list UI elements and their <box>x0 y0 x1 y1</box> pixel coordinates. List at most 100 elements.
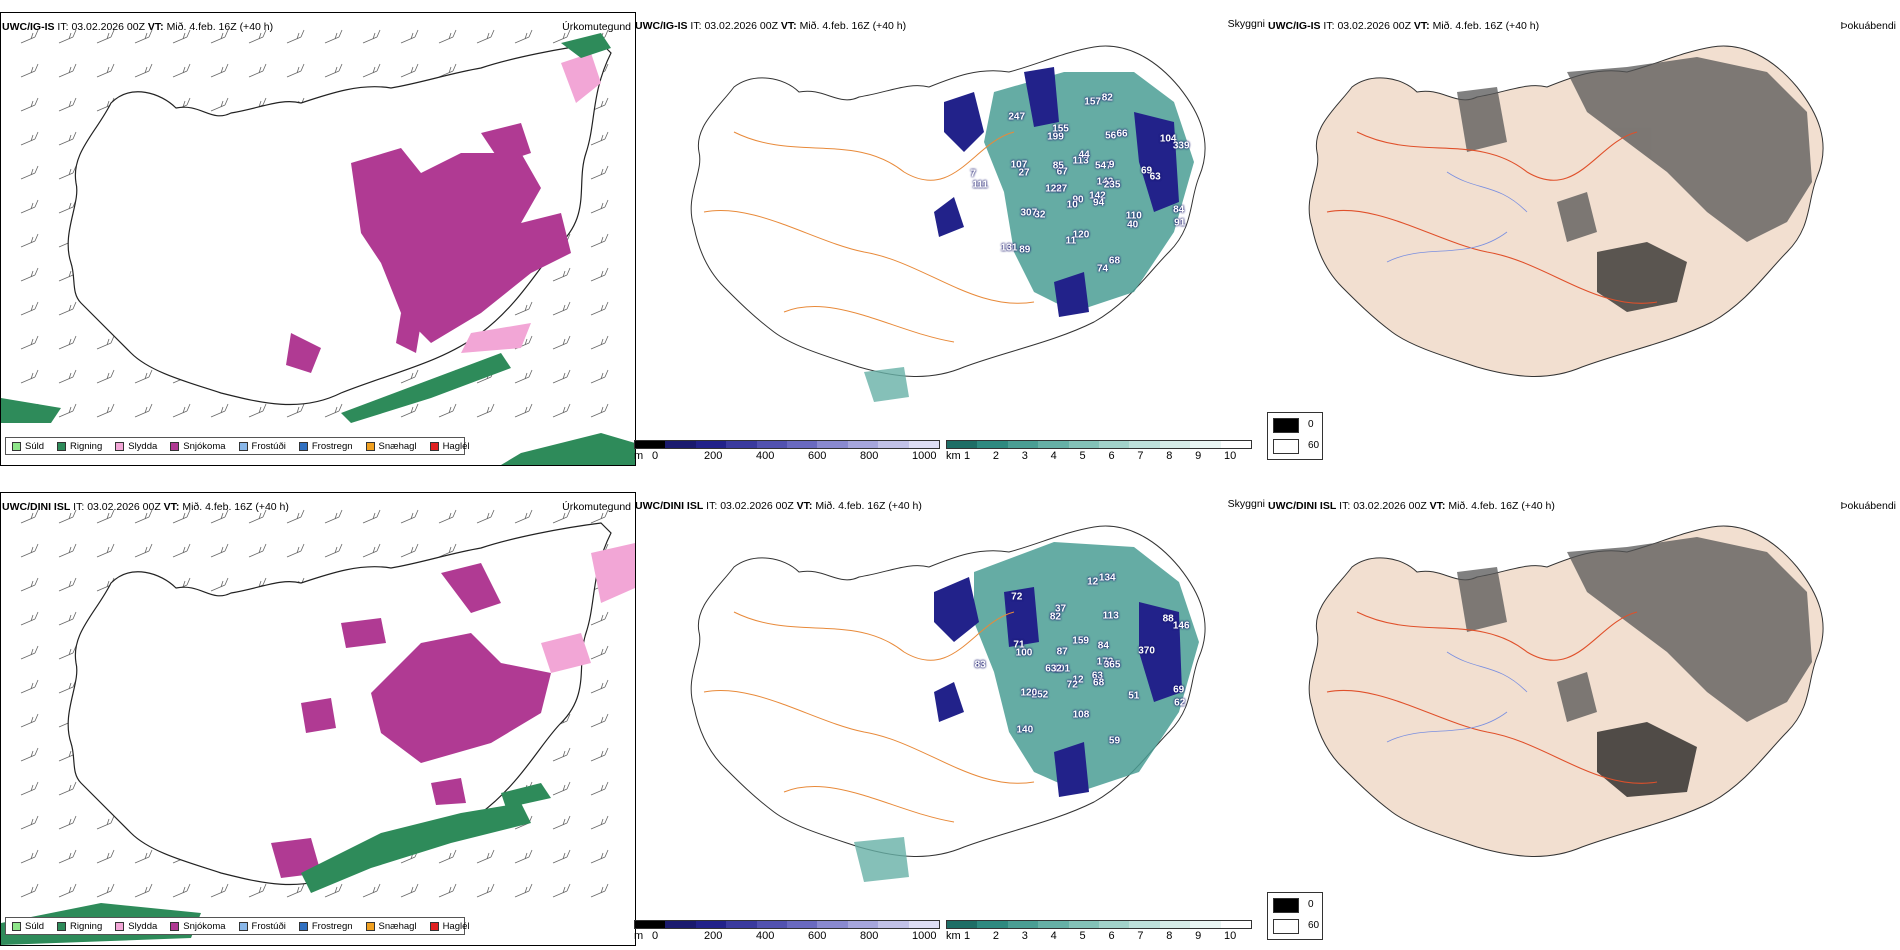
height-label: 85 <box>1052 160 1064 172</box>
legend-swatch <box>298 441 308 451</box>
colorbar-tick: 800 <box>860 450 879 462</box>
height-label: 9 <box>1108 159 1115 171</box>
fog-map-canvas <box>1308 45 1824 377</box>
fog-swatch <box>1273 898 1299 913</box>
height-label: 11 <box>1065 235 1077 247</box>
legend-swatch <box>57 441 67 451</box>
rain-areas <box>1 33 635 465</box>
colorbar-segment <box>787 441 818 448</box>
colorbar-tick: 4 <box>1050 930 1057 942</box>
fog-legend: 0 60 <box>1267 412 1323 460</box>
height-label: 104 <box>1159 133 1177 145</box>
colorbar-tick: 5 <box>1079 450 1086 462</box>
colorbar-segment <box>1159 441 1191 448</box>
legend-swatch <box>12 441 21 451</box>
legend-item: Súld <box>12 921 44 932</box>
legend-item: Rigning <box>57 921 102 932</box>
colorbar-tick: 2 <box>992 450 999 462</box>
legend-item: Haglél <box>429 920 470 932</box>
precip-type-legend: Súld Rigning Slydda Snjókoma Frostúði Frostre… <box>5 917 470 935</box>
height-label: 59 <box>1108 735 1121 747</box>
height-label: 87 <box>1056 183 1068 195</box>
legend-label: Rigning <box>70 440 103 452</box>
height-label: 7 <box>970 168 976 180</box>
map-title-precip-type: Úrkomutegund <box>562 501 631 513</box>
colorbar-segment <box>847 921 879 928</box>
colorbar-segment <box>695 921 727 928</box>
legend-label: Frostregn <box>311 440 353 452</box>
map-title-fog: Þokuábendi <box>1840 500 1896 512</box>
height-label: 62 <box>1174 697 1186 709</box>
colorbar-segment <box>1038 921 1069 928</box>
colorbar-tick: 5 <box>1079 930 1086 942</box>
legend-item: Snæhagl <box>365 441 417 452</box>
height-label: 159 <box>1072 635 1089 647</box>
height-label: 72 <box>1011 591 1023 603</box>
visibility-colorbar: km 1 2 3 4 5 6 7 8 9 10 <box>946 440 1256 464</box>
colorbar-tick: 8 <box>1166 930 1173 942</box>
precip-type-legend: Súld Rigning Slydda Snjókoma Frostúði Frostre… <box>5 437 470 455</box>
colorbar-segment <box>756 921 788 928</box>
colorbar-tick: 0 <box>652 930 659 942</box>
fog-areas <box>1457 537 1812 722</box>
height-colorbar: m 0 200 400 600 800 1000 <box>634 920 944 944</box>
height-label: 100 <box>1015 647 1033 659</box>
height-label: 120 <box>1072 229 1090 241</box>
legend-swatch <box>170 441 180 451</box>
height-label: 142 <box>1096 176 1114 188</box>
map-title-visibility: Skyggni <box>1227 18 1265 30</box>
colorbar-segment <box>1068 441 1100 448</box>
height-label: 113 <box>1072 155 1089 167</box>
fog-legend-label: 60 <box>1308 440 1320 451</box>
height-label: 122 <box>1045 183 1062 194</box>
legend-item: Snjókoma <box>170 440 226 452</box>
legend-swatch <box>238 921 248 931</box>
height-label: 146 <box>1172 620 1190 632</box>
legend-swatch <box>298 921 308 931</box>
fog-legend: 0 60 <box>1267 892 1323 940</box>
colorbar-segment <box>1190 921 1221 928</box>
height-label: 69 <box>1140 165 1153 177</box>
colorbar-segment <box>1007 441 1039 448</box>
map-title-visibility: Skyggni <box>1227 498 1265 510</box>
visibility-map-canvas <box>690 45 1206 402</box>
height-label: 74 <box>1096 263 1109 275</box>
map-header: UWC/DINI ISL IT: 03.02.2026 00Z VT: Mið.… <box>1268 500 1555 512</box>
height-label: 56 <box>1105 130 1117 142</box>
colorbar-tick: 400 <box>756 450 775 462</box>
fog-areas <box>1457 57 1812 242</box>
roads <box>703 611 1035 823</box>
legend-label: Snjókoma <box>183 440 226 452</box>
height-label: 339 <box>1172 140 1190 152</box>
legend-item: Rigning <box>57 441 102 452</box>
legend-label: Slydda <box>128 440 158 452</box>
height-label: 547 <box>1095 160 1112 172</box>
height-label: 63 <box>1149 171 1161 183</box>
height-label: 40 <box>1127 219 1139 231</box>
legend-item: Snjókoma <box>170 921 226 932</box>
height-label: 68 <box>1093 677 1105 689</box>
legend-swatch <box>170 921 180 931</box>
legend-label: Frostúði <box>251 440 286 452</box>
legend-item: Slydda <box>115 921 157 932</box>
sleet-areas <box>461 53 601 353</box>
colorbar-tick: 800 <box>860 930 879 942</box>
colorbar-tick: 1000 <box>912 930 937 942</box>
fog-map-row1: UWC/IG-IS IT: 03.02.2026 00Z VT: Mið. 4.… <box>1267 12 1900 464</box>
colorbar-tick: 0 <box>652 450 659 462</box>
legend-swatch <box>115 441 125 451</box>
colorbar-tick: 10 <box>1224 930 1237 942</box>
fog-legend-label: 0 <box>1308 419 1314 430</box>
height-label: 91 <box>1174 217 1186 229</box>
legend-item: Frostregn <box>298 440 353 452</box>
high-terrain-areas <box>934 67 1179 317</box>
legend-label: Frostúði <box>251 920 286 932</box>
legend-label: Haglél <box>442 920 470 932</box>
height-label: 120 <box>1020 687 1038 699</box>
fog-legend-label: 60 <box>1308 920 1320 931</box>
snow-areas <box>271 563 551 878</box>
height-label: 307 <box>1020 207 1038 219</box>
height-label: 142 <box>1089 190 1106 202</box>
colorbar-segment <box>756 441 788 448</box>
roads <box>1326 131 1658 304</box>
